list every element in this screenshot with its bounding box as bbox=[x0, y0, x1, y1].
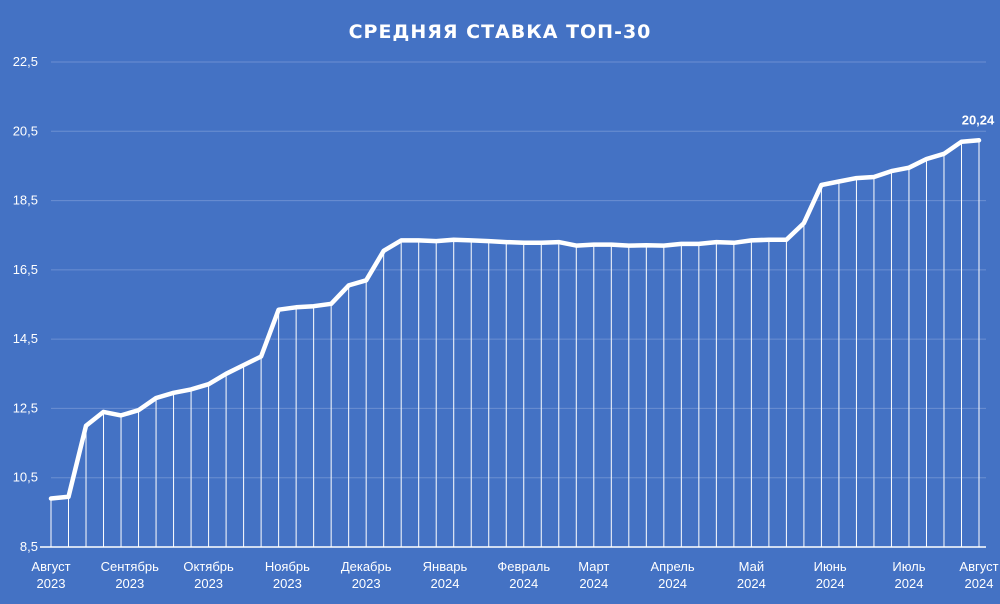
y-axis-ticks: 8,5 10,5 12,5 14,5 16,5 18,5 20,5 22,5 bbox=[13, 54, 38, 554]
gridlines bbox=[51, 61, 986, 479]
x-tick-label: Январь 2024 bbox=[423, 559, 468, 591]
series-layer bbox=[48, 138, 982, 501]
y-tick-label: 14,5 bbox=[13, 331, 38, 346]
x-tick-label: Апрель 2024 bbox=[651, 559, 695, 591]
x-tick-label: Август 2024 bbox=[959, 559, 998, 591]
y-tick-label: 20,5 bbox=[13, 123, 38, 138]
drop-lines bbox=[50, 140, 980, 547]
series-line bbox=[48, 138, 982, 501]
x-tick-label: Октябрь 2023 bbox=[183, 559, 234, 591]
y-tick-label: 10,5 bbox=[13, 470, 38, 485]
data-labels: 20,24 bbox=[962, 112, 995, 127]
x-tick-label: Ноябрь 2023 bbox=[265, 559, 310, 591]
x-tick-label: Август 2023 bbox=[31, 559, 70, 591]
y-tick-label: 16,5 bbox=[13, 262, 38, 277]
x-tick-label: Июль 2024 bbox=[892, 559, 925, 591]
y-tick-label: 18,5 bbox=[13, 193, 38, 208]
x-tick-label: Май 2024 bbox=[737, 559, 766, 591]
x-tick-label: Сентябрь 2023 bbox=[101, 559, 159, 591]
x-tick-label: Февраль 2024 bbox=[497, 559, 550, 591]
y-tick-label: 22,5 bbox=[13, 54, 38, 69]
data-label: 20,24 bbox=[962, 112, 995, 127]
x-tick-label: Декабрь 2023 bbox=[341, 559, 392, 591]
y-tick-label: 8,5 bbox=[20, 539, 38, 554]
x-tick-label: Июнь 2024 bbox=[814, 559, 847, 591]
x-tick-label: Март 2024 bbox=[578, 559, 609, 591]
y-tick-label: 12,5 bbox=[13, 400, 38, 415]
chart-title: СРЕДНЯЯ СТАВКА ТОП-30 bbox=[349, 21, 652, 43]
x-axis-ticks: Август 2023 Сентябрь 2023 Октябрь 2023 Ноябрь 2… bbox=[31, 559, 998, 591]
